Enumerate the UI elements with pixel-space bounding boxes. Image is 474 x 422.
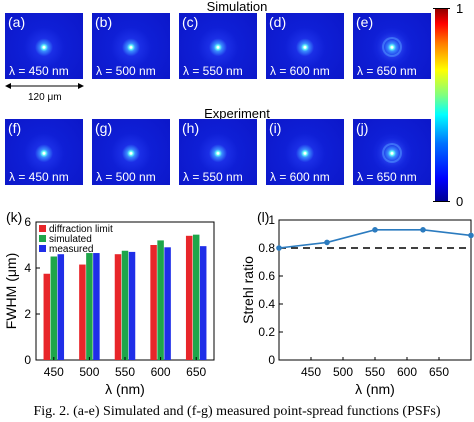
legend-swatch (39, 245, 46, 252)
psf-panel-g: (g) λ = 500 nm (92, 119, 170, 185)
psf-panel-a: (a) λ = 450 nm (5, 13, 83, 79)
bar-simulated (50, 256, 58, 360)
y-tick-label: 4 (24, 261, 31, 275)
panel-tag: (c) (182, 14, 199, 30)
legend-label: simulated (49, 234, 92, 245)
y-tick-label: 1 (268, 213, 275, 227)
bar-measured (199, 246, 207, 360)
bar-diffraction-limit (150, 245, 157, 360)
y-tick-label: 0.6 (258, 269, 275, 283)
bar-measured (164, 247, 171, 360)
panel-tag: (i) (269, 120, 282, 136)
bar-simulated (86, 253, 93, 360)
x-tick-label: 600 (151, 365, 171, 379)
bar-diffraction-limit (43, 273, 51, 360)
psf-panel-e: (e) λ = 650 nm (353, 13, 431, 79)
experiment-title: Experiment (204, 106, 270, 121)
colorbar-tick-mark (433, 8, 450, 9)
y-tick-label: 0 (268, 353, 275, 367)
x-tick-label: 450 (44, 365, 64, 379)
scale-bar-label: 120 μm (28, 92, 62, 103)
bar-simulated (121, 250, 129, 360)
colorbar-max-label: 1 (456, 1, 464, 16)
y-axis-label: FWHM (μm) (3, 253, 19, 329)
strehl-line-chart: 0 0.2 0.4 0.6 0.8 1 450 500 550 600 650 λ (nm) Streh… (240, 210, 474, 397)
psf-panel-f: (f) λ = 450 nm (5, 119, 83, 185)
wavelength-label: λ = 550 nm (183, 170, 243, 184)
colorbar-min-label: 0 (456, 194, 464, 209)
wavelength-label: λ = 650 nm (357, 64, 417, 78)
y-tick-label: 6 (24, 215, 31, 229)
panel-tag: (e) (356, 14, 374, 30)
scale-bar (5, 83, 84, 89)
y-axis-label: Strehl ratio (240, 256, 256, 324)
bar-simulated (192, 234, 200, 360)
x-tick-label: 550 (365, 365, 385, 379)
simulation-title: Simulation (206, 0, 268, 14)
bar-measured (57, 254, 65, 360)
colorbar (435, 8, 448, 202)
x-tick-label: 650 (186, 365, 206, 379)
wavelength-label: λ = 450 nm (9, 64, 69, 78)
data-point (468, 232, 474, 239)
psf-panel-h: (h) λ = 550 nm (179, 119, 257, 185)
colorbar-tick-mark (433, 201, 450, 202)
x-tick-label: 500 (79, 365, 99, 379)
x-axis-label: λ (nm) (355, 381, 395, 397)
bar-diffraction-limit (79, 264, 86, 360)
legend-label: diffraction limit (49, 224, 113, 235)
panel-tag: (d) (269, 14, 287, 30)
y-tick-label: 2 (24, 307, 31, 321)
x-tick-label: 550 (115, 365, 135, 379)
wavelength-label: λ = 500 nm (96, 64, 156, 78)
panel-tag: (b) (95, 14, 113, 30)
wavelength-label: λ = 600 nm (270, 64, 330, 78)
wavelength-label: λ = 500 nm (96, 170, 156, 184)
bar-measured (128, 251, 136, 360)
figure-caption: Fig. 2. (a-e) Simulated and (f-g) measur… (33, 404, 441, 419)
psf-panel-d: (d) λ = 600 nm (266, 13, 344, 79)
panel-tag: (g) (95, 120, 113, 136)
panel-tag: (h) (182, 120, 200, 136)
data-point (372, 227, 378, 233)
panel-tag: (j) (356, 120, 369, 136)
psf-panel-c: (c) λ = 550 nm (179, 13, 257, 79)
x-axis-label: λ (nm) (105, 381, 145, 397)
data-point (324, 239, 330, 246)
bar-diffraction-limit (114, 254, 122, 360)
y-tick-label: 0.4 (258, 297, 275, 311)
bar-simulated (157, 240, 164, 360)
fwhm-bar-chart: 0 2 4 6 450 500 550 600 650 diffraction limitsimu… (3, 210, 215, 397)
panel-tag: (a) (8, 14, 26, 30)
legend-label: measured (49, 244, 93, 255)
panel-tag: (f) (8, 120, 22, 136)
panel-label: (l) (257, 210, 269, 225)
plot-frame (278, 219, 472, 361)
x-tick-label: 500 (333, 365, 353, 379)
bar-diffraction-limit (185, 235, 193, 360)
x-tick-label: 650 (429, 365, 449, 379)
legend-swatch (39, 225, 46, 232)
psf-panel-i: (i) λ = 600 nm (266, 119, 344, 185)
wavelength-label: λ = 650 nm (357, 170, 417, 184)
wavelength-label: λ = 600 nm (270, 170, 330, 184)
y-tick-label: 0.8 (258, 241, 275, 255)
wavelength-label: λ = 550 nm (183, 64, 243, 78)
data-point (276, 245, 282, 251)
data-point (420, 227, 426, 233)
bar-measured (93, 253, 100, 360)
y-tick-label: 0.2 (258, 325, 275, 339)
wavelength-label: λ = 450 nm (9, 170, 69, 184)
y-tick-label: 0 (24, 353, 31, 367)
panel-label: (k) (6, 210, 22, 225)
x-tick-label: 600 (397, 365, 417, 379)
psf-panel-j: (j) λ = 650 nm (353, 119, 431, 185)
psf-panel-b: (b) λ = 500 nm (92, 13, 170, 79)
legend-swatch (39, 235, 46, 242)
x-tick-label: 450 (301, 365, 321, 379)
